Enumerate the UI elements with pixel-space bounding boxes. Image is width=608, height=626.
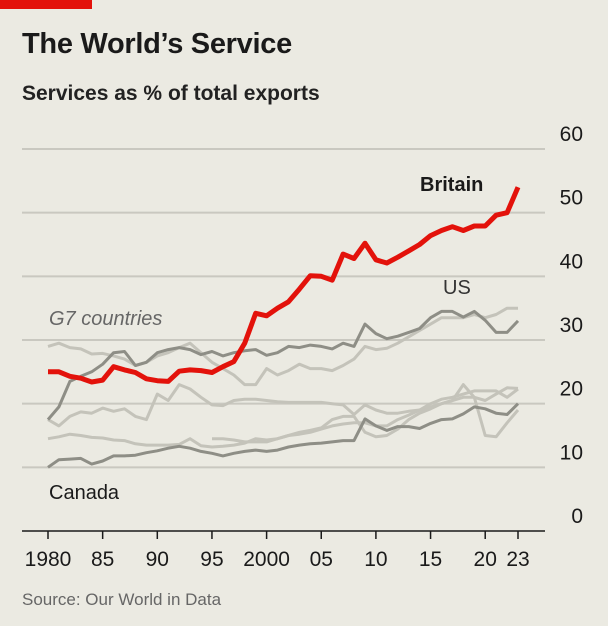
y-tick-label: 50 bbox=[560, 187, 583, 210]
x-tick-label: 23 bbox=[506, 548, 529, 571]
series-line-us bbox=[46, 309, 520, 421]
x-tick-label: 05 bbox=[310, 548, 333, 571]
chart-subtitle: Services as % of total exports bbox=[22, 82, 320, 105]
x-tick-label: 85 bbox=[91, 548, 114, 571]
y-tick-label: 20 bbox=[560, 378, 583, 401]
series-line-g7-other-d bbox=[212, 383, 520, 444]
annotation-g7: G7 countries bbox=[49, 308, 162, 330]
source-note: Source: Our World in Data bbox=[22, 590, 222, 609]
y-tick-label: 40 bbox=[560, 250, 583, 273]
annotation-canada: Canada bbox=[49, 482, 120, 504]
x-tick-label: 10 bbox=[364, 548, 387, 571]
annotation-britain: Britain bbox=[420, 174, 483, 196]
x-tick-label: 15 bbox=[419, 548, 442, 571]
series-line-canada bbox=[47, 402, 520, 469]
y-tick-label: 60 bbox=[560, 123, 583, 146]
chart-title: The World’s Service bbox=[22, 28, 292, 60]
y-tick-label: 30 bbox=[560, 314, 583, 337]
series-line-britain bbox=[48, 186, 521, 385]
y-tick-label: 10 bbox=[560, 441, 583, 464]
x-tick-label: 90 bbox=[146, 548, 169, 571]
x-tick-label: 2000 bbox=[243, 548, 290, 571]
annotation-us: US bbox=[443, 277, 471, 299]
series-line-g7-other-a bbox=[47, 306, 518, 387]
x-tick-label: 95 bbox=[200, 548, 223, 571]
x-tick-label: 1980 bbox=[25, 548, 72, 571]
x-tick-label: 20 bbox=[474, 548, 497, 571]
brand-bar bbox=[0, 0, 92, 9]
y-tick-label: 0 bbox=[571, 505, 583, 528]
